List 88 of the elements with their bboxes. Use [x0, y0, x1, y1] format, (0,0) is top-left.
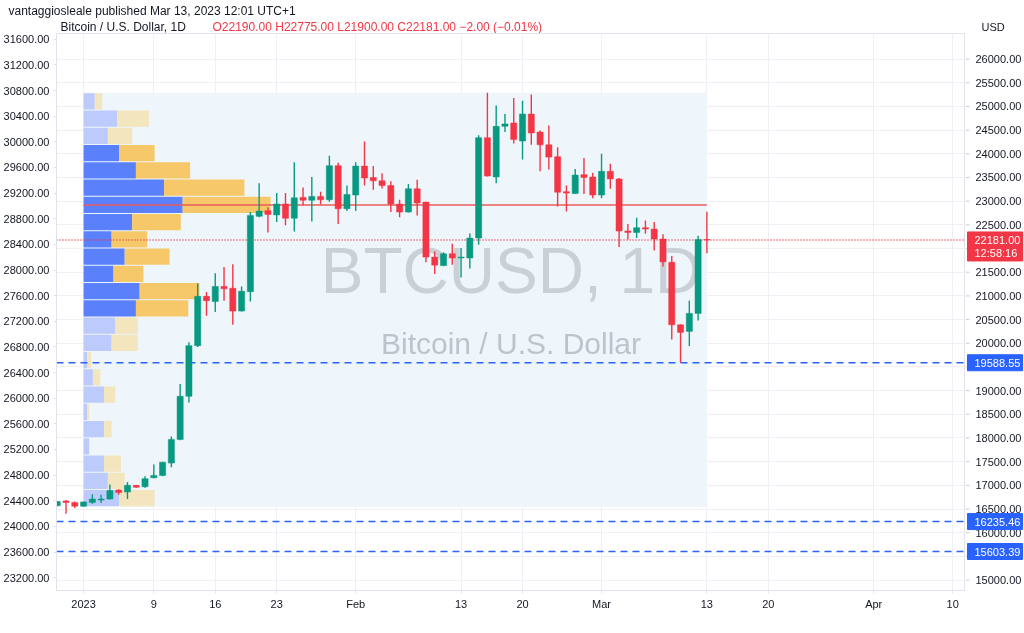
- x-tick-label: Mar: [592, 597, 612, 610]
- y-tick-label: 25000.00: [975, 100, 1022, 113]
- y-tick-label: 25500.00: [975, 76, 1022, 89]
- bar: [87, 351, 92, 369]
- candlestick: [563, 184, 570, 213]
- y2-tick-label: 27600.00: [3, 289, 50, 302]
- y-tick-label: 20000.00: [975, 337, 1022, 350]
- candlestick: [211, 272, 219, 313]
- candlestick: [168, 435, 175, 469]
- candlestick: [273, 192, 281, 223]
- y2-tick-label: 31600.00: [3, 33, 50, 46]
- y2-tick-label: 30400.00: [3, 110, 50, 123]
- x-tick-label: 16: [209, 597, 222, 610]
- y2-tick-label: 26800.00: [3, 340, 50, 353]
- y2-tick-label: 27200.00: [3, 315, 50, 328]
- x-tick-label: 20: [516, 597, 529, 610]
- candlestick: [606, 163, 614, 190]
- x-tick-label: 13: [454, 597, 468, 610]
- y-tick-label: 26000.00: [975, 53, 1022, 66]
- y2-tick-label: 29600.00: [3, 161, 50, 174]
- y-tick-label: 21000.00: [975, 289, 1022, 302]
- y2-tick-label: 28400.00: [3, 238, 50, 251]
- y2-tick-label: 31200.00: [3, 58, 50, 71]
- candlestick: [264, 206, 272, 234]
- y-tick-label: 23000.00: [975, 195, 1022, 208]
- x-tick-label: 10: [946, 597, 959, 610]
- y2-tick-label: 26400.00: [3, 366, 50, 379]
- candlestick: [405, 183, 412, 214]
- y-tick-label: 20500.00: [975, 313, 1022, 326]
- x-tick-label: Apr: [865, 597, 883, 610]
- chart-title: Bitcoin / U.S. Dollar, 1D: [60, 19, 187, 34]
- y-axis-title: USD: [981, 20, 1005, 33]
- y2-tick-label: 28000.00: [3, 264, 50, 277]
- chart-subtitle: O22190.00 H22775.00 L21900.00 C22181.00 −2.00 (−0.01%): [212, 19, 543, 34]
- candlestick: [633, 217, 640, 239]
- y2-tick-label: 24800.00: [3, 469, 50, 482]
- candlestick: [431, 250, 439, 275]
- ref-line-label: 16235.46: [974, 515, 1021, 528]
- y-tick-label: 19000.00: [975, 384, 1022, 397]
- candlestick: [299, 186, 307, 207]
- candlestick: [282, 192, 289, 227]
- y2-tick-label: 30000.00: [3, 135, 50, 148]
- y-tick-label: 15000.00: [975, 574, 1022, 587]
- bar: [94, 93, 103, 110]
- y-tick-label: 17500.00: [975, 455, 1022, 468]
- bar: [104, 420, 112, 438]
- bar: [104, 386, 116, 403]
- x-tick-label: 13: [700, 597, 714, 610]
- y2-tick-label: 24000.00: [3, 520, 50, 533]
- candlestick: [369, 165, 377, 191]
- candlestick: [203, 291, 210, 317]
- ref-line-label: 19588.55: [974, 356, 1021, 369]
- candlestick: [290, 161, 298, 233]
- y-tick-label: 17000.00: [975, 479, 1022, 492]
- bar: [92, 369, 101, 386]
- y2-tick-label: 26000.00: [3, 392, 50, 405]
- candlestick: [361, 140, 368, 187]
- y2-tick-label: 23200.00: [3, 571, 50, 584]
- y-tick-label: 18000.00: [975, 431, 1022, 444]
- y-tick-label: 22500.00: [975, 218, 1022, 231]
- x-tick-label: Feb: [346, 597, 366, 610]
- y2-tick-label: 25600.00: [3, 417, 50, 430]
- y2-tick-label: 23600.00: [3, 546, 50, 559]
- ref-line-label: 15603.39: [974, 545, 1021, 558]
- y-tick-label: 16500.00: [975, 503, 1022, 516]
- x-tick-label: 9: [150, 597, 157, 610]
- y-tick-label: 21500.00: [975, 266, 1022, 279]
- y-tick-label: 23500.00: [975, 171, 1022, 184]
- text: vantaggiosleale published Mar 13, 2023 12:01 UTC+1: [8, 3, 297, 18]
- y-tick-label: 24500.00: [975, 124, 1022, 137]
- x-tick-label: 20: [762, 597, 775, 610]
- y-tick-label: 16000.00: [975, 526, 1022, 539]
- y2-tick-label: 29200.00: [3, 187, 50, 200]
- ref-line-label: 22181.00 12:58:16: [974, 233, 1021, 259]
- y2-tick-label: 30800.00: [3, 84, 50, 97]
- candlestick: [571, 168, 579, 195]
- candlestick: [510, 97, 518, 145]
- candlestick: [677, 323, 684, 364]
- x-tick-label: 2023: [71, 597, 96, 610]
- y-tick-label: 18500.00: [975, 408, 1022, 421]
- candlestick: [238, 285, 245, 313]
- x-tick-label: 23: [270, 597, 283, 610]
- y2-tick-label: 28800.00: [3, 212, 50, 225]
- y2-tick-label: 25200.00: [3, 443, 50, 456]
- candlestick: [308, 176, 316, 223]
- y-tick-label: 24000.00: [975, 147, 1022, 160]
- y2-tick-label: 24400.00: [3, 494, 50, 507]
- candlestick: [598, 153, 605, 200]
